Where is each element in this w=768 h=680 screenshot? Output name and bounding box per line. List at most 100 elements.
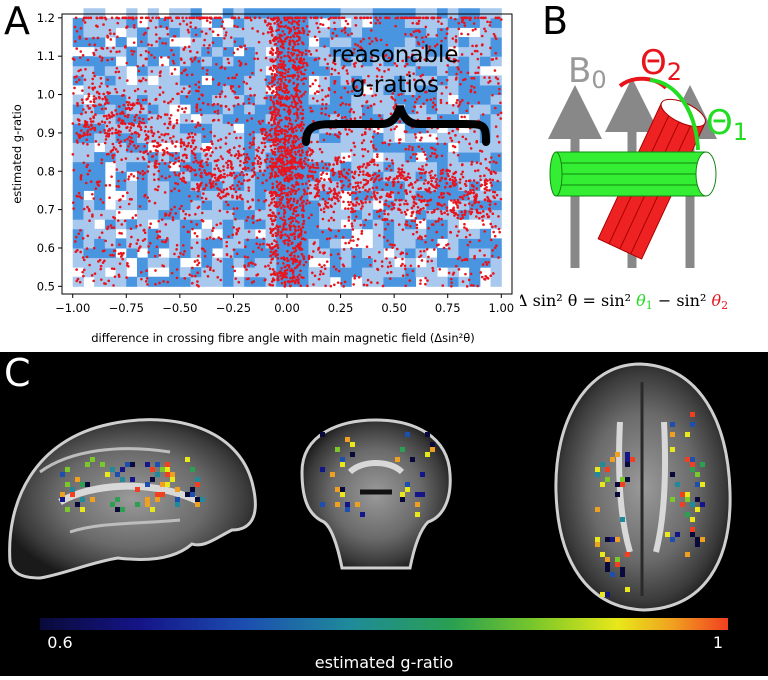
scatter-points bbox=[71, 16, 503, 288]
heatmap-cell bbox=[72, 276, 84, 287]
scatter-point bbox=[292, 279, 295, 283]
scatter-point bbox=[172, 135, 175, 138]
scatter-point bbox=[339, 160, 343, 163]
scatter-point bbox=[174, 161, 177, 164]
scatter-point bbox=[494, 125, 498, 128]
heatmap-cell bbox=[426, 161, 438, 172]
scatter-point bbox=[229, 87, 233, 90]
scatter-point bbox=[276, 174, 280, 178]
scatter-point bbox=[297, 144, 301, 148]
scatter-point bbox=[298, 273, 301, 277]
scatter-point bbox=[330, 67, 334, 71]
scatter-point bbox=[113, 153, 116, 157]
scatter-point bbox=[110, 243, 114, 247]
heatmap-cell bbox=[404, 56, 417, 67]
heatmap-cell bbox=[212, 123, 224, 134]
scatter-point bbox=[369, 263, 372, 267]
scatter-point bbox=[359, 207, 363, 210]
scatter-point bbox=[452, 206, 455, 210]
heatmap-cell bbox=[158, 46, 170, 57]
scatter-point bbox=[100, 161, 103, 165]
scatter-point bbox=[302, 58, 306, 61]
scatter-point bbox=[211, 119, 215, 122]
scatter-point bbox=[237, 180, 241, 184]
scatter-point bbox=[425, 157, 428, 161]
heatmap-cell bbox=[383, 142, 395, 153]
scatter-point bbox=[157, 219, 160, 223]
scatter-point bbox=[162, 280, 165, 283]
scatter-point bbox=[264, 78, 267, 82]
scatter-point bbox=[373, 130, 376, 133]
scatter-point bbox=[237, 103, 240, 106]
scatter-point bbox=[270, 58, 274, 61]
scatter-point bbox=[144, 90, 147, 93]
heatmap-cell bbox=[94, 276, 106, 287]
scatter-point bbox=[400, 183, 403, 187]
scatter-point bbox=[420, 199, 424, 203]
scatter-point bbox=[206, 157, 210, 161]
scatter-point bbox=[236, 184, 239, 187]
heatmap-cell bbox=[415, 209, 427, 220]
scatter-point bbox=[473, 130, 476, 133]
scatter-point bbox=[278, 181, 282, 185]
scatter-point bbox=[297, 277, 300, 281]
scatter-point bbox=[227, 235, 230, 238]
scatter-point bbox=[276, 228, 280, 232]
scatter-point bbox=[443, 142, 447, 146]
scatter-point bbox=[222, 27, 226, 30]
scatter-point bbox=[429, 154, 432, 158]
scatter-point bbox=[226, 174, 229, 177]
scatter-point bbox=[385, 257, 388, 260]
scatter-point bbox=[281, 62, 285, 66]
scatter-point bbox=[397, 93, 401, 97]
heatmap-cell bbox=[319, 276, 331, 287]
heatmap-cell bbox=[83, 152, 95, 163]
scatter-point bbox=[297, 98, 301, 102]
scatter-point bbox=[177, 255, 181, 259]
scatter-point bbox=[287, 266, 291, 269]
heatmap-cell bbox=[83, 37, 95, 48]
scatter-point bbox=[317, 202, 321, 206]
scatter-point bbox=[355, 196, 359, 200]
scatter-point bbox=[175, 121, 179, 125]
scatter-point bbox=[99, 130, 102, 134]
scatter-point bbox=[237, 59, 241, 63]
scatter-point bbox=[413, 219, 417, 223]
scatter-point bbox=[196, 206, 200, 210]
scatter-point bbox=[280, 161, 283, 165]
heatmap-cell bbox=[437, 113, 449, 124]
scatter-point bbox=[324, 77, 327, 80]
heatmap-cell bbox=[308, 276, 320, 287]
scatter-point bbox=[464, 235, 468, 239]
heatmap-cell bbox=[447, 152, 459, 163]
heatmap-cell bbox=[490, 104, 502, 115]
scatter-point bbox=[334, 268, 338, 271]
scatter-point bbox=[344, 207, 347, 210]
scatter-point bbox=[292, 137, 296, 140]
heatmap-cell bbox=[340, 247, 352, 259]
scatter-point bbox=[445, 86, 448, 89]
scatter-point bbox=[332, 173, 335, 177]
scatter-point bbox=[470, 104, 474, 108]
heatmap-cell bbox=[490, 75, 502, 86]
scatter-point bbox=[96, 36, 100, 40]
scatter-point bbox=[403, 130, 407, 133]
scatter-point bbox=[451, 111, 455, 115]
scatter-point bbox=[180, 90, 184, 94]
scatter-point bbox=[378, 113, 381, 117]
scatter-point bbox=[138, 102, 141, 105]
scatter-point bbox=[255, 242, 259, 246]
scatter-point bbox=[286, 234, 289, 238]
scatter-point bbox=[91, 82, 94, 85]
scatter-point bbox=[182, 244, 185, 247]
scatter-point bbox=[173, 187, 176, 191]
scatter-point bbox=[372, 158, 376, 162]
heatmap-cell bbox=[415, 46, 427, 57]
scatter-point bbox=[148, 226, 151, 229]
heatmap-cell bbox=[351, 37, 363, 48]
scatter-point bbox=[172, 62, 176, 65]
scatter-point bbox=[411, 186, 415, 189]
scatter-point bbox=[264, 136, 267, 140]
scatter-point bbox=[430, 169, 433, 173]
heatmap-cell bbox=[329, 247, 342, 259]
